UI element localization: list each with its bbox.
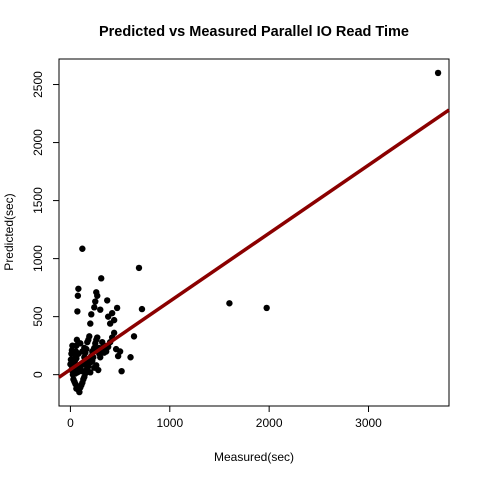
data-point — [104, 313, 112, 320]
x-tick-label: 3000 — [355, 416, 382, 430]
data-point — [118, 367, 125, 375]
data-point — [91, 364, 98, 371]
data-point — [75, 285, 82, 292]
data-point — [110, 329, 118, 337]
y-tick-label: 0 — [31, 371, 45, 378]
x-tick-label: 2000 — [256, 416, 283, 430]
data-point — [87, 369, 94, 376]
data-point — [112, 345, 120, 353]
data-point — [72, 370, 79, 377]
x-axis-label: Measured(sec) — [214, 450, 294, 464]
y-axis-label: Predicted(sec) — [2, 193, 16, 270]
data-point — [68, 350, 75, 357]
data-point — [135, 264, 143, 272]
data-point — [103, 297, 111, 304]
data-point — [87, 320, 94, 327]
y-tick-label: 1000 — [31, 245, 45, 272]
chart-title: Predicted vs Measured Parallel IO Read T… — [99, 24, 409, 40]
data-point — [91, 304, 98, 311]
data-point — [84, 338, 91, 346]
data-point — [130, 333, 138, 340]
x-tick-label: 0 — [67, 416, 74, 430]
data-points — [67, 69, 442, 396]
data-point — [127, 354, 134, 361]
y-tick-label: 2500 — [31, 71, 45, 98]
data-point — [74, 292, 82, 299]
fit-line-group — [58, 108, 450, 379]
y-tick-label: 2000 — [31, 129, 45, 156]
data-point — [69, 342, 76, 349]
data-point — [88, 358, 95, 366]
data-point — [93, 289, 100, 296]
data-point — [98, 275, 105, 282]
data-point — [74, 308, 81, 315]
data-point — [92, 298, 99, 305]
x-tick-label: 1000 — [156, 416, 183, 430]
data-point — [263, 304, 270, 312]
data-point — [94, 334, 101, 341]
data-point — [82, 361, 89, 368]
data-point — [434, 69, 442, 77]
data-point — [81, 344, 88, 352]
data-point — [97, 354, 104, 361]
data-point — [97, 306, 104, 313]
data-point — [106, 320, 114, 327]
y-tick-label: 1500 — [31, 187, 45, 214]
y-tick-label: 500 — [31, 306, 45, 326]
data-point — [79, 245, 86, 252]
data-point — [138, 305, 146, 313]
x-axis: 0 1000 2000 3000 — [67, 406, 382, 430]
data-point — [113, 304, 121, 312]
data-point — [79, 367, 86, 375]
fit-line — [58, 108, 450, 379]
plot-frame — [58, 58, 450, 407]
data-point — [226, 300, 233, 307]
data-point — [114, 352, 122, 360]
data-point — [77, 340, 84, 347]
data-point — [88, 311, 95, 318]
y-axis: 0 500 1000 1500 2000 2500 — [31, 71, 59, 378]
